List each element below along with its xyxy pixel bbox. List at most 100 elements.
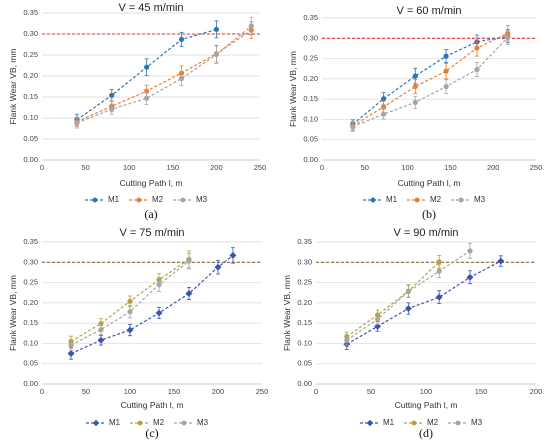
data-point — [97, 336, 105, 344]
legend: M1 M2 M3 — [360, 418, 483, 427]
legend-marker — [411, 420, 417, 426]
y-tick-label: 0.25 — [303, 54, 318, 63]
legend-marker — [92, 419, 100, 427]
chart-title: V = 45 m/min — [118, 2, 183, 14]
series-line — [346, 250, 471, 341]
legend-label: M2 — [153, 418, 165, 427]
data-point — [67, 350, 75, 358]
data-point — [375, 316, 381, 322]
y-tick-label: 0.35 — [23, 8, 38, 17]
legend-label: M3 — [474, 195, 486, 204]
data-point — [436, 268, 442, 274]
data-point — [98, 327, 104, 333]
y-tick-label: 0.05 — [297, 359, 312, 368]
y-tick-label: 0.35 — [23, 237, 38, 246]
y-tick-label: 0.10 — [297, 338, 312, 347]
data-point — [474, 66, 480, 73]
series-line — [352, 37, 509, 128]
x-axis-label: Cutting Path l, m — [120, 178, 183, 188]
panel-label: (b) — [422, 207, 436, 221]
series-m1 — [67, 247, 237, 360]
y-axis-label: Flank Wear VB, mm — [288, 51, 298, 127]
x-tick-label: 200 — [530, 387, 543, 396]
data-point — [374, 322, 382, 330]
chart-title: V = 90 m/min — [393, 227, 458, 239]
legend-marker — [92, 197, 98, 203]
legend-label: M2 — [430, 195, 442, 204]
x-tick-label: 50 — [82, 387, 90, 396]
x-axis-label: Cutting Path l, m — [395, 400, 458, 410]
legend-label: M1 — [109, 418, 121, 427]
y-tick-label: 0.20 — [23, 298, 38, 307]
x-tick-label: 200 — [210, 163, 223, 172]
series-line — [352, 35, 508, 125]
data-point — [381, 104, 387, 110]
y-tick-label: 0.05 — [23, 359, 38, 368]
panel-label: (c) — [145, 426, 158, 440]
series-m1 — [74, 20, 219, 126]
series-line — [76, 29, 252, 123]
data-point — [127, 309, 133, 315]
y-axis-label: Flank Wear VB, mm — [8, 275, 18, 351]
panel-label: (d) — [419, 426, 433, 440]
data-point — [381, 111, 387, 117]
series-m2 — [350, 25, 511, 131]
legend-marker — [414, 197, 420, 203]
data-point — [109, 106, 115, 112]
x-tick-label: 250 — [254, 163, 267, 172]
data-point — [497, 257, 505, 265]
legend-marker — [370, 197, 376, 203]
series-m3 — [74, 16, 254, 129]
y-tick-label: 0.00 — [303, 155, 318, 164]
x-tick-label: 0 — [40, 387, 44, 396]
data-point — [350, 124, 356, 130]
x-tick-label: 0 — [320, 163, 324, 172]
series-line — [346, 261, 440, 338]
data-point — [412, 83, 418, 90]
chart-title: V = 75 m/min — [119, 227, 184, 239]
data-point — [144, 95, 150, 101]
data-point — [435, 293, 443, 301]
data-point — [74, 120, 80, 126]
legend-marker — [455, 420, 461, 426]
data-point — [213, 51, 219, 58]
y-tick-label: 0.15 — [297, 318, 312, 327]
x-tick-label: 50 — [367, 387, 375, 396]
series-line — [352, 32, 509, 127]
legend-marker — [181, 420, 187, 426]
legend-label: M1 — [108, 195, 120, 204]
data-point — [144, 64, 150, 70]
y-tick-label: 0.25 — [297, 278, 312, 287]
y-tick-label: 0.20 — [23, 71, 38, 80]
series-m3 — [344, 242, 473, 346]
x-axis-label: Cutting Path l, m — [121, 400, 184, 410]
data-point — [248, 23, 254, 29]
y-axis-label: Flank Wear VB, mm — [282, 275, 292, 351]
legend-marker — [366, 419, 374, 427]
series-m2 — [344, 254, 442, 342]
data-point — [474, 45, 480, 51]
y-tick-label: 0.25 — [23, 278, 38, 287]
x-tick-label: 250 — [256, 387, 269, 396]
data-point — [466, 273, 474, 281]
x-tick-label: 100 — [420, 387, 433, 396]
x-tick-label: 50 — [361, 163, 369, 172]
legend-label: M1 — [383, 418, 395, 427]
data-point — [436, 259, 442, 265]
chart-panel-2: V = 60 m/min 0.00 0.05 0.10 0.15 0.20 0.25 0.30… — [288, 5, 542, 221]
y-tick-label: 0.10 — [23, 338, 38, 347]
y-tick-label: 0.10 — [303, 114, 318, 123]
data-point — [126, 326, 134, 334]
series-m2 — [74, 21, 254, 127]
y-tick-label: 0.30 — [297, 257, 312, 266]
legend-marker — [136, 197, 142, 203]
y-tick-label: 0.35 — [297, 237, 312, 246]
x-tick-label: 0 — [40, 163, 44, 172]
chart-panel-3: V = 75 m/min 0.00 0.05 0.10 0.15 0.20 0.25 0.30… — [8, 227, 268, 440]
x-tick-label: 150 — [168, 387, 181, 396]
y-tick-label: 0.15 — [23, 318, 38, 327]
data-point — [443, 53, 449, 59]
legend: M1 M2 M3 — [363, 195, 486, 204]
